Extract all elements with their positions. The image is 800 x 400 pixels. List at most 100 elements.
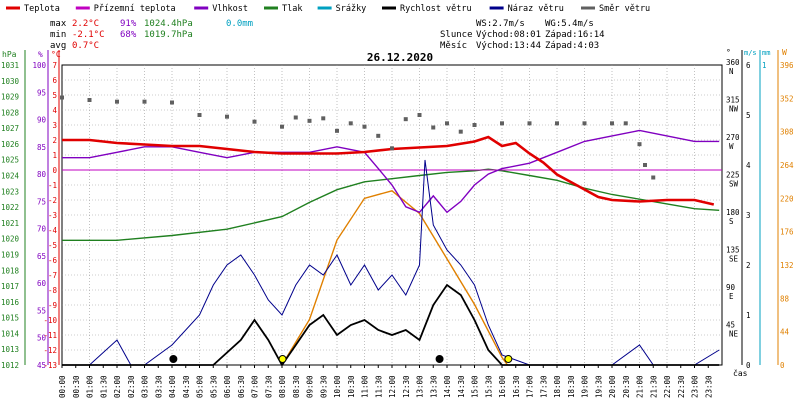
- hpa-tick-label: 1018: [1, 266, 20, 275]
- hpa-tick-label: 1028: [1, 108, 20, 117]
- x-tick-label: 06:30: [237, 375, 246, 398]
- wind-direction-point: [472, 123, 477, 127]
- wind-direction-point: [637, 142, 642, 147]
- wind-direction-point: [335, 128, 339, 133]
- x-tick-label: 02:00: [113, 375, 122, 398]
- x-tick-label: 18:30: [567, 375, 576, 398]
- stats-min-hum: 68%: [120, 30, 137, 40]
- percent-tick-label: 50: [37, 334, 47, 343]
- direction-tick-label: 315: [726, 96, 740, 105]
- celsius-tick-label: 1: [52, 151, 57, 160]
- hpa-tick-label: 1024: [1, 172, 20, 181]
- wind-tick-label: 4: [746, 161, 751, 170]
- percent-tick-label: 90: [37, 116, 47, 125]
- stats-min-label: min: [50, 30, 66, 40]
- wind-direction-point: [225, 114, 229, 119]
- x-tick-label: 23:00: [691, 375, 700, 398]
- wind-direction-point: [115, 99, 119, 104]
- sunrise-time: Východ:08:01: [476, 30, 541, 40]
- wind-direction-point: [500, 121, 504, 126]
- wind-direction-point: [60, 95, 64, 100]
- x-tick-label: 13:00: [416, 375, 425, 398]
- direction-cardinal-label: N: [729, 67, 734, 76]
- x-tick-label: 16:30: [512, 375, 521, 398]
- hpa-tick-label: 1023: [1, 187, 19, 196]
- wind-direction-point: [390, 146, 394, 151]
- wind-direction-point: [623, 121, 628, 126]
- wind-direction-point: [651, 175, 656, 180]
- x-tick-label: 12:30: [402, 375, 411, 398]
- direction-cardinal-label: SW: [729, 180, 739, 189]
- x-tick-label: 05:00: [196, 375, 205, 398]
- percent-tick-label: 85: [37, 143, 46, 152]
- wind-tick-label: 5: [746, 111, 751, 120]
- celsius-tick-label: -9: [48, 301, 57, 310]
- direction-tick-label: 135: [726, 246, 740, 255]
- solar-tick-label: 88: [780, 294, 790, 303]
- stats-max-temp: 2.2°C: [72, 19, 99, 29]
- x-tick-label: 01:00: [86, 375, 95, 398]
- sunset-marker: [504, 355, 513, 363]
- wind-direction-point: [362, 124, 367, 129]
- x-tick-label: 10:00: [333, 375, 342, 398]
- legend-label: Srážky: [336, 4, 367, 14]
- wind-direction-point: [610, 121, 614, 126]
- wind-direction-point: [527, 121, 532, 126]
- left-axes: hPa% °C1031103010291028102710261025102410…: [1, 50, 61, 370]
- legend-label: Tlak: [282, 4, 302, 14]
- wind-direction-point: [643, 163, 647, 167]
- astro-block: WS:2.7m/s WG:5.4m/s Slunce Východ:08:01 …: [440, 19, 605, 51]
- percent-tick-label: 95: [37, 88, 46, 97]
- percent-tick-label: 55: [37, 306, 46, 315]
- x-tick-label: 11:00: [361, 375, 370, 398]
- hpa-tick-label: 1016: [1, 298, 20, 307]
- x-tick-label: 16:00: [498, 375, 507, 398]
- celsius-tick-label: -11: [43, 331, 57, 340]
- wind-direction-point: [458, 129, 463, 134]
- x-tick-label: 20:00: [608, 375, 617, 398]
- series-line-tlak: [62, 168, 720, 241]
- x-tick-label: 22:00: [663, 375, 672, 398]
- x-tick-label: 05:30: [209, 375, 218, 398]
- x-tick-label: 21:30: [649, 375, 658, 398]
- x-tick-label: 10:30: [347, 375, 356, 398]
- direction-tick-label: 225: [726, 171, 740, 180]
- direction-cardinal-label: NE: [729, 330, 739, 339]
- celsius-tick-label: -12: [43, 346, 57, 355]
- wind-direction-point: [582, 121, 587, 126]
- x-tick-label: 21:00: [636, 375, 645, 398]
- sun-label: Slunce: [440, 30, 473, 40]
- wind-direction-point: [197, 113, 202, 117]
- moon-label: Měsíc: [440, 41, 467, 51]
- stats-min-temp: -2.1°C: [72, 30, 105, 40]
- rain-tick-label: 1: [762, 61, 767, 70]
- wind-direction-point: [555, 121, 559, 126]
- celsius-axis-unit: °C: [51, 50, 61, 59]
- x-tick-label: 08:00: [278, 375, 287, 398]
- x-tick-label: 15:00: [471, 375, 480, 398]
- wind-direction-point: [403, 117, 408, 122]
- x-tick-label: 03:00: [141, 375, 150, 398]
- percent-tick-label: 45: [37, 361, 46, 370]
- x-tick-label: 00:30: [72, 375, 81, 398]
- hpa-tick-label: 1031: [1, 61, 19, 70]
- wind-tick-label: 0: [746, 361, 751, 370]
- x-tick-label: 02:30: [127, 375, 136, 398]
- stats-block: max 2.2°C 91% 1024.4hPa 0.0mm min -2.1°C…: [50, 19, 253, 51]
- solar-tick-label: 176: [780, 228, 794, 237]
- legend-label: Přízemní teplota: [94, 4, 176, 14]
- legend-label: Teplota: [24, 4, 60, 14]
- celsius-tick-label: -1: [48, 181, 57, 190]
- moonrise-marker: [435, 355, 444, 363]
- celsius-tick-label: -2: [48, 196, 57, 205]
- celsius-tick-label: 5: [52, 91, 57, 100]
- legend: Teplota Přízemní teplota Vlhkost Tlak Srážky…: [6, 4, 650, 14]
- x-tick-label: 14:00: [443, 375, 452, 398]
- wind-axis-unit: m/s: [744, 49, 757, 57]
- direction-tick-label: 270: [726, 133, 740, 142]
- celsius-tick-label: -5: [48, 241, 57, 250]
- direction-tick-label: 360: [726, 58, 740, 67]
- right-axes: ° m/s mm W360N315NW270W225SW180S135SE90E45N…: [726, 48, 794, 370]
- wind-direction-point: [348, 121, 353, 126]
